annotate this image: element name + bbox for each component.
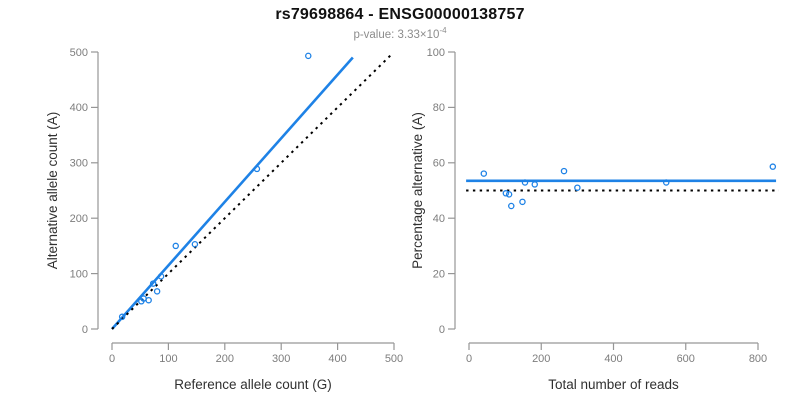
x-tick-label: 800 [749,353,767,365]
x-tick-label: 200 [216,353,234,365]
x-tick-label: 0 [466,353,472,365]
data-point [145,296,152,304]
x-tick-label: 400 [604,353,622,365]
x-tick-label: 200 [532,353,550,365]
y-tick-label: 20 [433,268,445,280]
left-scatter-plot: 0 100 200 300 400 500 0 100 200 300 400 500 Referenc… [45,47,403,392]
data-point [191,240,199,248]
data-point [574,184,581,191]
y-tick-label: 400 [70,102,88,114]
data-point [502,190,510,197]
identity-line [111,52,394,330]
x-tick-label: 600 [677,353,695,365]
data-point [153,288,161,295]
x-tick-label: 500 [385,353,403,365]
figure-subtitle: p-value: 3.33×10-4 [0,26,800,41]
y-tick-label: 80 [433,102,445,114]
y-tick-label: 100 [70,268,88,280]
x-tick-label: 100 [159,353,177,365]
y-tick-label: 40 [433,213,445,225]
y-tick-label: 0 [439,324,445,336]
y-tick-label: 300 [70,158,88,170]
data-point [769,163,777,170]
pvalue-exponent: -4 [439,26,447,35]
data-point [521,179,529,186]
x-axis-title: Reference allele count (G) [174,377,332,392]
data-point [480,170,488,177]
y-tick-label: 200 [70,213,88,225]
y-tick-label: 0 [82,324,88,336]
y-tick-label: 60 [433,158,445,170]
data-point [508,202,515,210]
x-tick-label: 0 [109,353,115,365]
data-point [505,191,513,198]
data-point [560,167,568,175]
y-axis-title: Alternative allele count (A) [45,112,60,270]
x-axis-title: Total number of reads [548,377,679,392]
y-tick-label: 100 [427,47,445,59]
x-tick-label: 400 [328,353,346,365]
data-point [305,52,312,60]
data-point [118,313,126,321]
fit-line [111,56,354,330]
right-scatter-plot: 0 20 40 60 80 100 0 200 400 600 800 Total number of… [410,47,779,392]
data-point [157,273,165,280]
y-tick-label: 500 [70,47,88,59]
data-point [531,181,538,188]
data-point [662,179,670,186]
data-point [149,280,157,287]
data-point [519,198,526,206]
y-axis-title: Percentage alternative (A) [410,112,425,269]
x-tick-label: 300 [272,353,290,365]
pvalue-text: p-value: 3.33×10 [353,28,440,41]
data-point [253,165,261,173]
data-point [172,242,179,250]
figure-title: rs79698864 - ENSG00000138757 [275,6,525,23]
